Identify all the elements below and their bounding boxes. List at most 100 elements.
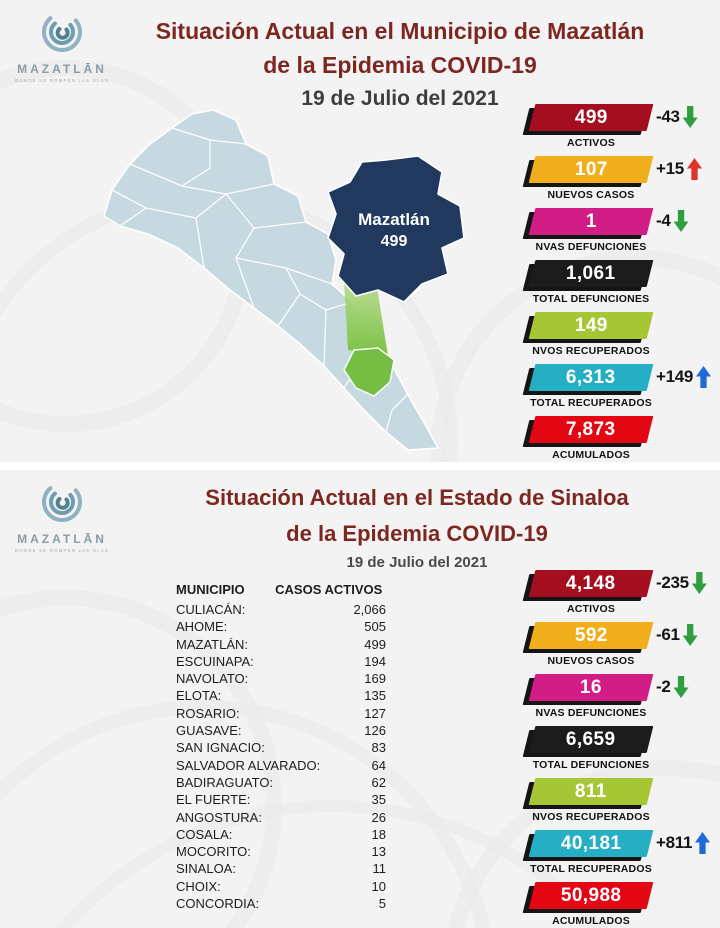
stat-value: 16 <box>580 676 602 698</box>
stat-delta: +15 <box>656 158 702 180</box>
municipio-value: 505 <box>364 619 386 635</box>
stat-value: 50,988 <box>560 884 622 906</box>
municipio-value: 62 <box>371 774 386 790</box>
municipio-name: CONCORDIA: <box>176 896 260 912</box>
municipio-value: 11 <box>372 861 387 877</box>
stat-badge: 1,061 <box>528 260 654 287</box>
stat-value: 7,873 <box>566 418 616 440</box>
table-row: MAZATLÁN: 499 <box>176 636 386 653</box>
municipio-value: 169 <box>364 671 386 687</box>
trend-up-icon <box>687 158 702 180</box>
stat-badge: 40,181 <box>528 830 654 857</box>
municipio-value: 13 <box>371 844 386 860</box>
stat-total-recuperados: 6,313 +149 TOTAL RECUPERADOS <box>518 364 711 409</box>
stat-label: ACUMULADOS <box>552 449 630 461</box>
table-row: ELOTA: 135 <box>176 687 386 704</box>
municipio-value: 18 <box>371 826 386 842</box>
state-stats: 4,148 -235 ACTIVOS 592 -61 NUEVOS CASOS … <box>518 570 710 927</box>
stat-value: 499 <box>574 106 608 128</box>
stat-nuevos-casos: 107 +15 NUEVOS CASOS <box>518 156 708 201</box>
municipio-value: 127 <box>364 705 386 721</box>
stat-delta: +149 <box>656 366 711 388</box>
table-row: SALVADOR ALVARADO: 64 <box>176 757 386 774</box>
stat-badge: 149 <box>528 312 654 339</box>
state-title-line1: Situación Actual en el Estado de Sinaloa <box>205 485 629 510</box>
municipio-name: AHOME: <box>176 619 228 635</box>
trend-down-icon <box>682 106 698 128</box>
delta-value: -235 <box>656 573 689 592</box>
stat-badge: 499 <box>528 104 654 131</box>
stat-delta: +811 <box>656 832 710 854</box>
stat-value: 1 <box>585 210 597 232</box>
logo-wordmark: MAZATLĀN <box>17 532 107 546</box>
municipal-title-line2: de la Epidemia COVID-19 <box>263 52 537 78</box>
mazatlan-logo: MAZATLĀN DONDE SE ROMPEN LAS OLAS <box>14 8 110 83</box>
stat-delta: -2 <box>656 676 689 698</box>
municipio-value: 499 <box>364 636 386 652</box>
municipal-date: 19 de Julio del 2021 <box>301 87 499 110</box>
stat-value: 1,061 <box>566 262 616 284</box>
stat-total-defunciones: 6,659 TOTAL DEFUNCIONES <box>518 726 708 771</box>
stat-value: 4,148 <box>566 572 616 594</box>
municipal-stats: 499 -43 ACTIVOS 107 +15 NUEVOS CASOS 1 - <box>518 104 711 461</box>
delta-value: -4 <box>656 211 671 230</box>
table-row: ROSARIO: 127 <box>176 705 386 722</box>
municipal-panel: MAZATLĀN DONDE SE ROMPEN LAS OLAS Situac… <box>0 0 720 462</box>
municipio-value: 135 <box>364 688 386 704</box>
state-title-line2: de la Epidemia COVID-19 <box>286 521 548 546</box>
trend-up-icon <box>696 366 711 388</box>
municipio-name: MAZATLÁN: <box>176 636 248 652</box>
stat-badge: 4,148 <box>528 570 654 597</box>
stat-label: NVOS RECUPERADOS <box>532 345 650 357</box>
table-row: SAN IGNACIO: 83 <box>176 739 386 756</box>
table-row: ESCUINAPA: 194 <box>176 653 386 670</box>
trend-down-icon <box>682 624 698 646</box>
municipio-value: 10 <box>371 878 386 894</box>
logo-tagline: DONDE SE ROMPEN LAS OLAS <box>15 548 109 553</box>
logo-tagline: DONDE SE ROMPEN LAS OLAS <box>15 78 109 83</box>
stat-badge: 1 <box>528 208 654 235</box>
stat-activos: 4,148 -235 ACTIVOS <box>518 570 708 615</box>
trend-down-icon <box>673 676 689 698</box>
stat-label: ACUMULADOS <box>552 915 630 927</box>
stat-nvas-defunciones: 1 -4 NVAS DEFUNCIONES <box>518 208 708 253</box>
stat-acumulados: 50,988 ACUMULADOS <box>518 882 708 927</box>
municipal-title-block: Situación Actual en el Municipio de Maza… <box>104 14 696 115</box>
municipal-title-line1: Situación Actual en el Municipio de Maza… <box>155 18 645 44</box>
stat-badge: 107 <box>528 156 654 183</box>
delta-value: -61 <box>656 625 680 644</box>
municipio-name: CULIACÁN: <box>176 602 246 617</box>
trend-up-icon <box>695 832 710 854</box>
trend-down-icon <box>691 572 707 594</box>
delta-value: -43 <box>656 107 680 126</box>
delta-value: +15 <box>656 159 684 178</box>
stat-nvos-recuperados: 811 NVOS RECUPERADOS <box>518 778 708 823</box>
stat-value: 107 <box>574 158 608 180</box>
table-row: MOCORITO: 13 <box>176 843 386 860</box>
municipio-value: 35 <box>371 792 386 808</box>
map-value: 499 <box>381 233 408 250</box>
stat-delta: -4 <box>656 210 689 232</box>
municipio-name: SAN IGNACIO: <box>176 740 265 756</box>
stat-delta: -235 <box>656 572 707 594</box>
stat-badge: 6,313 <box>528 364 654 391</box>
municipio-name: ELOTA: <box>176 688 222 704</box>
stat-value: 149 <box>574 314 608 336</box>
municipio-value: 83 <box>371 740 386 756</box>
logo-wordmark: MAZATLĀN <box>17 62 107 76</box>
municipio-value: 5 <box>378 896 386 912</box>
municipio-name: SINALOA: <box>176 861 236 877</box>
municipio-name: BADIRAGUATO: <box>176 774 274 790</box>
shell-icon <box>42 486 82 522</box>
stat-badge: 50,988 <box>528 882 654 909</box>
stat-total-defunciones: 1,061 TOTAL DEFUNCIONES <box>518 260 708 305</box>
stat-label: NUEVOS CASOS <box>547 655 635 667</box>
stat-value: 592 <box>574 624 608 646</box>
stat-badge: 7,873 <box>528 416 654 443</box>
municipio-value: 2,066 <box>353 602 386 617</box>
municipio-name: CHOIX: <box>176 878 221 894</box>
stat-value: 40,181 <box>560 832 622 854</box>
stat-label: TOTAL RECUPERADOS <box>530 397 652 409</box>
stat-delta: -43 <box>656 106 698 128</box>
table-header: MUNICIPIO CASOS ACTIVOS <box>176 582 386 597</box>
